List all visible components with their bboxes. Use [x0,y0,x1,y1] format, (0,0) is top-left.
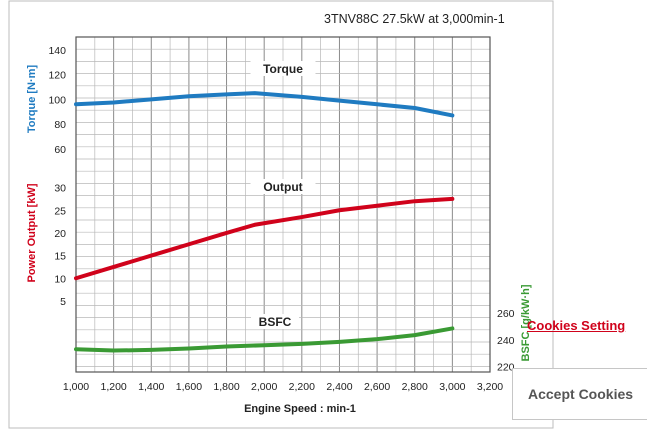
y-axis-label: Torque [N·m] [26,65,38,134]
chart-title: 3TNV88C 27.5kW at 3,000min-1 [324,12,505,26]
x-tick-label: 2,200 [289,381,315,393]
x-tick-label: 2,600 [364,381,390,393]
chart-axes [75,36,491,373]
y-tick-label: 25 [54,205,66,217]
x-tick-label: 1,600 [176,381,202,393]
y-tick-label: 80 [54,119,66,131]
x-tick-label: 3,000 [439,381,465,393]
x-tick-label: 1,000 [63,381,89,393]
y-tick-label: 20 [54,228,66,240]
y-tick-label: 10 [54,273,66,285]
series-line [74,196,455,281]
chart-series [74,91,455,353]
series-line [74,91,455,118]
y-tick-label: 100 [48,94,66,106]
chart-ticks: 1,000 1,200 1,400 1,600 1,800 2,000 2,200 2,400… [48,45,514,393]
x-tick-label: 2,000 [251,381,277,393]
chart-axis-labels: Engine Speed : min-1 Torque [N·m] Torque Po… [26,61,532,415]
y-tick-label: 5 [60,296,66,308]
x-tick-label: 2,800 [402,381,428,393]
y-tick-label: 15 [54,251,66,263]
y-axis-label: Power Output [kW] [26,183,38,282]
x-tick-label: 1,800 [213,381,239,393]
y-tick-label: 60 [54,144,66,156]
x-tick-label: 1,400 [138,381,164,393]
series-line [74,326,455,353]
accept-cookies-button[interactable]: Accept Cookies [512,368,647,420]
y-axis-label: BSFC [g/kW·h] [520,284,532,361]
y-tick-label-right: 260 [497,308,515,320]
x-tick-label: 1,200 [100,381,126,393]
y-tick-label-right: 220 [497,362,515,374]
series-label: Output [263,180,302,194]
y-tick-label: 30 [54,183,66,195]
plot-border [75,36,491,373]
series-label: Torque [263,62,303,76]
y-tick-label-right: 240 [497,335,515,347]
series-label-background [250,179,316,194]
series-label: BSFC [259,315,292,329]
y-tick-label: 140 [48,45,66,57]
x-tick-label: 3,200 [477,381,503,393]
x-tick-label: 2,400 [326,381,352,393]
y-tick-label: 120 [48,70,66,82]
x-axis-label: Engine Speed : min-1 [244,403,356,415]
series-label-background [251,314,299,329]
cookies-settings-link[interactable]: Cookies Setting [527,318,626,333]
series-label-background [250,61,316,76]
